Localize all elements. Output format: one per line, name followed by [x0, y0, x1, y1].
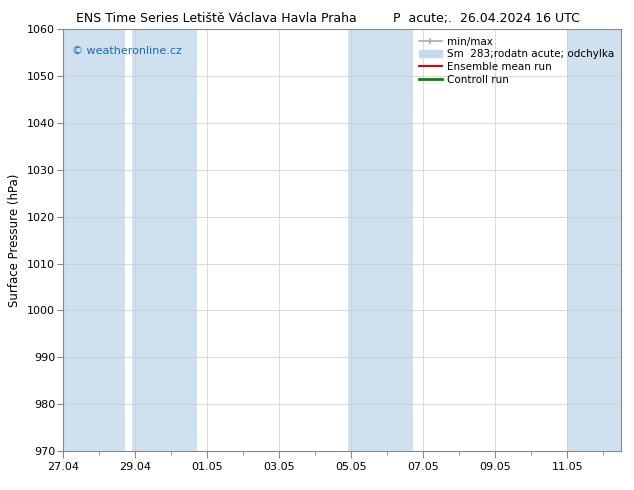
Bar: [348, 29, 413, 451]
Legend: min/max, Sm  283;rodatn acute; odchylka, Ensemble mean run, Controll run: min/max, Sm 283;rodatn acute; odchylka, …: [417, 35, 616, 87]
Bar: [567, 29, 625, 451]
Text: © weatheronline.cz: © weatheronline.cz: [72, 46, 182, 56]
Y-axis label: Surface Pressure (hPa): Surface Pressure (hPa): [8, 173, 22, 307]
Text: P  acute;.  26.04.2024 16 UTC: P acute;. 26.04.2024 16 UTC: [393, 12, 580, 25]
Bar: [60, 29, 125, 451]
Text: ENS Time Series Letiště Václava Havla Praha: ENS Time Series Letiště Václava Havla Pr…: [76, 12, 357, 25]
Bar: [132, 29, 197, 451]
